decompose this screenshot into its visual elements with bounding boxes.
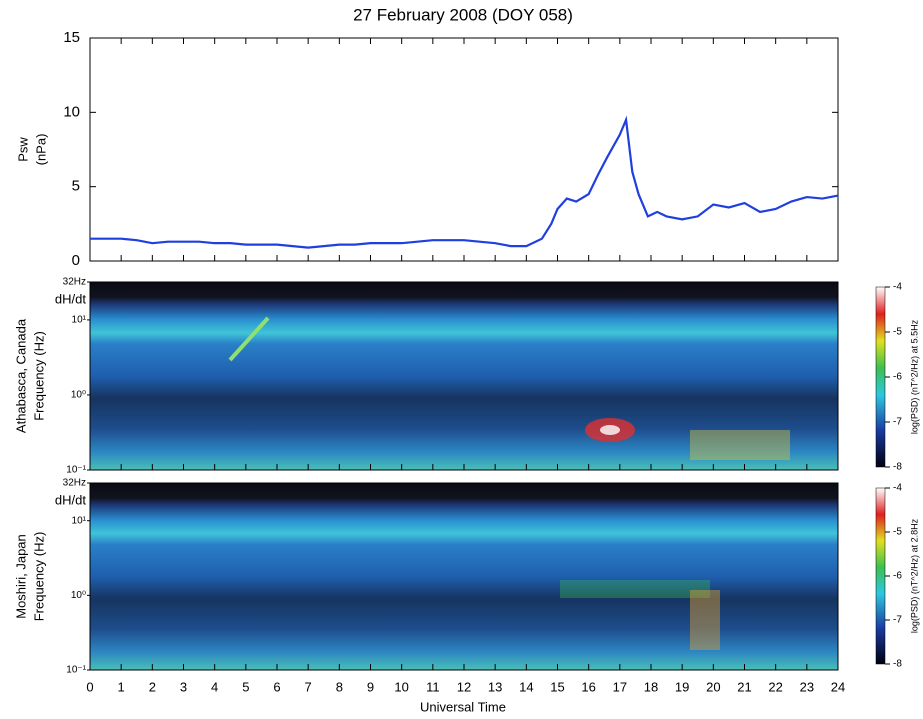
colorbar-tick-label: -7 bbox=[893, 615, 902, 626]
colorbar-tick-label: -4 bbox=[893, 282, 902, 293]
y-axis-label: Frequency (Hz) bbox=[31, 331, 46, 421]
x-tick-label: 2 bbox=[149, 679, 156, 694]
plot-frame bbox=[89, 37, 839, 262]
y-axis-label: Psw bbox=[15, 137, 30, 162]
y-tick-label: 32Hz bbox=[63, 478, 86, 489]
y-axis-label: Frequency (Hz) bbox=[31, 532, 46, 622]
y-tick-label: 10⁰ bbox=[71, 390, 86, 401]
x-tick-label: 5 bbox=[242, 679, 249, 694]
y-tick-label: 5 bbox=[72, 178, 80, 195]
x-tick-label: 15 bbox=[550, 679, 564, 694]
y-tick-label: 10¹ bbox=[72, 315, 87, 326]
psw-line bbox=[90, 115, 839, 249]
x-tick-label: 8 bbox=[336, 679, 343, 694]
colorbar-tick-label: -5 bbox=[893, 327, 902, 338]
x-tick-label: 9 bbox=[367, 679, 374, 694]
x-tick-label: 24 bbox=[831, 679, 845, 694]
colorbar-tick-label: -7 bbox=[893, 417, 902, 428]
colorbar-tick-label: -8 bbox=[893, 462, 902, 473]
y-axis-label: Moshiri, Japan bbox=[13, 534, 28, 619]
x-tick-label: 17 bbox=[613, 679, 627, 694]
y-tick-label: 32Hz bbox=[63, 277, 86, 288]
y-tick-label: 0 bbox=[72, 252, 80, 269]
y-tick-label: 15 bbox=[63, 29, 80, 46]
panel-annotation: dH/dt bbox=[55, 291, 86, 306]
x-tick-label: 3 bbox=[180, 679, 187, 694]
x-axis-label: Universal Time bbox=[420, 699, 506, 714]
colorbar-label: log(PSD) (nT^2/Hz) at 2.8Hz bbox=[909, 518, 919, 633]
y-tick-label: 10 bbox=[63, 103, 80, 120]
x-tick-label: 16 bbox=[581, 679, 595, 694]
x-tick-label: 21 bbox=[737, 679, 751, 694]
y-axis-label: (nPa) bbox=[33, 134, 48, 166]
colorbars bbox=[875, 286, 886, 665]
y-tick-label: 10⁻¹ bbox=[66, 465, 86, 476]
colorbar-tick-label: -5 bbox=[893, 527, 902, 538]
x-tick-label: 12 bbox=[457, 679, 471, 694]
x-tick-label: 7 bbox=[305, 679, 312, 694]
x-tick-label: 22 bbox=[768, 679, 782, 694]
colorbar-tick-label: -6 bbox=[893, 372, 902, 383]
y-tick-label: 10⁻¹ bbox=[66, 665, 86, 676]
colorbar-tick-label: -6 bbox=[893, 571, 902, 582]
x-tick-label: 20 bbox=[706, 679, 720, 694]
x-tick-label: 4 bbox=[211, 679, 218, 694]
x-tick-label: 18 bbox=[644, 679, 658, 694]
x-tick-label: 13 bbox=[488, 679, 502, 694]
x-tick-label: 0 bbox=[86, 679, 93, 694]
x-tick-label: 14 bbox=[519, 679, 533, 694]
x-tick-label: 19 bbox=[675, 679, 689, 694]
colorbar-label: log(PSD) (nT^2/Hz) at 5.5Hz bbox=[909, 319, 919, 434]
colorbar-tick-label: -4 bbox=[893, 483, 902, 494]
spectrogram-texture bbox=[90, 282, 838, 670]
x-tick-label: 10 bbox=[394, 679, 408, 694]
x-tick-label: 1 bbox=[118, 679, 125, 694]
x-tick-label: 23 bbox=[800, 679, 814, 694]
y-tick-label: 10⁰ bbox=[71, 590, 86, 601]
colorbar-tick-label: -8 bbox=[893, 659, 902, 670]
y-axis-label: Athabasca, Canada bbox=[13, 318, 28, 433]
x-tick-label: 11 bbox=[426, 679, 440, 694]
y-tick-label: 10¹ bbox=[72, 515, 87, 526]
chart-title: 27 February 2008 (DOY 058) bbox=[353, 5, 573, 24]
x-tick-label: 6 bbox=[273, 679, 280, 694]
panel-annotation: dH/dt bbox=[55, 492, 86, 507]
